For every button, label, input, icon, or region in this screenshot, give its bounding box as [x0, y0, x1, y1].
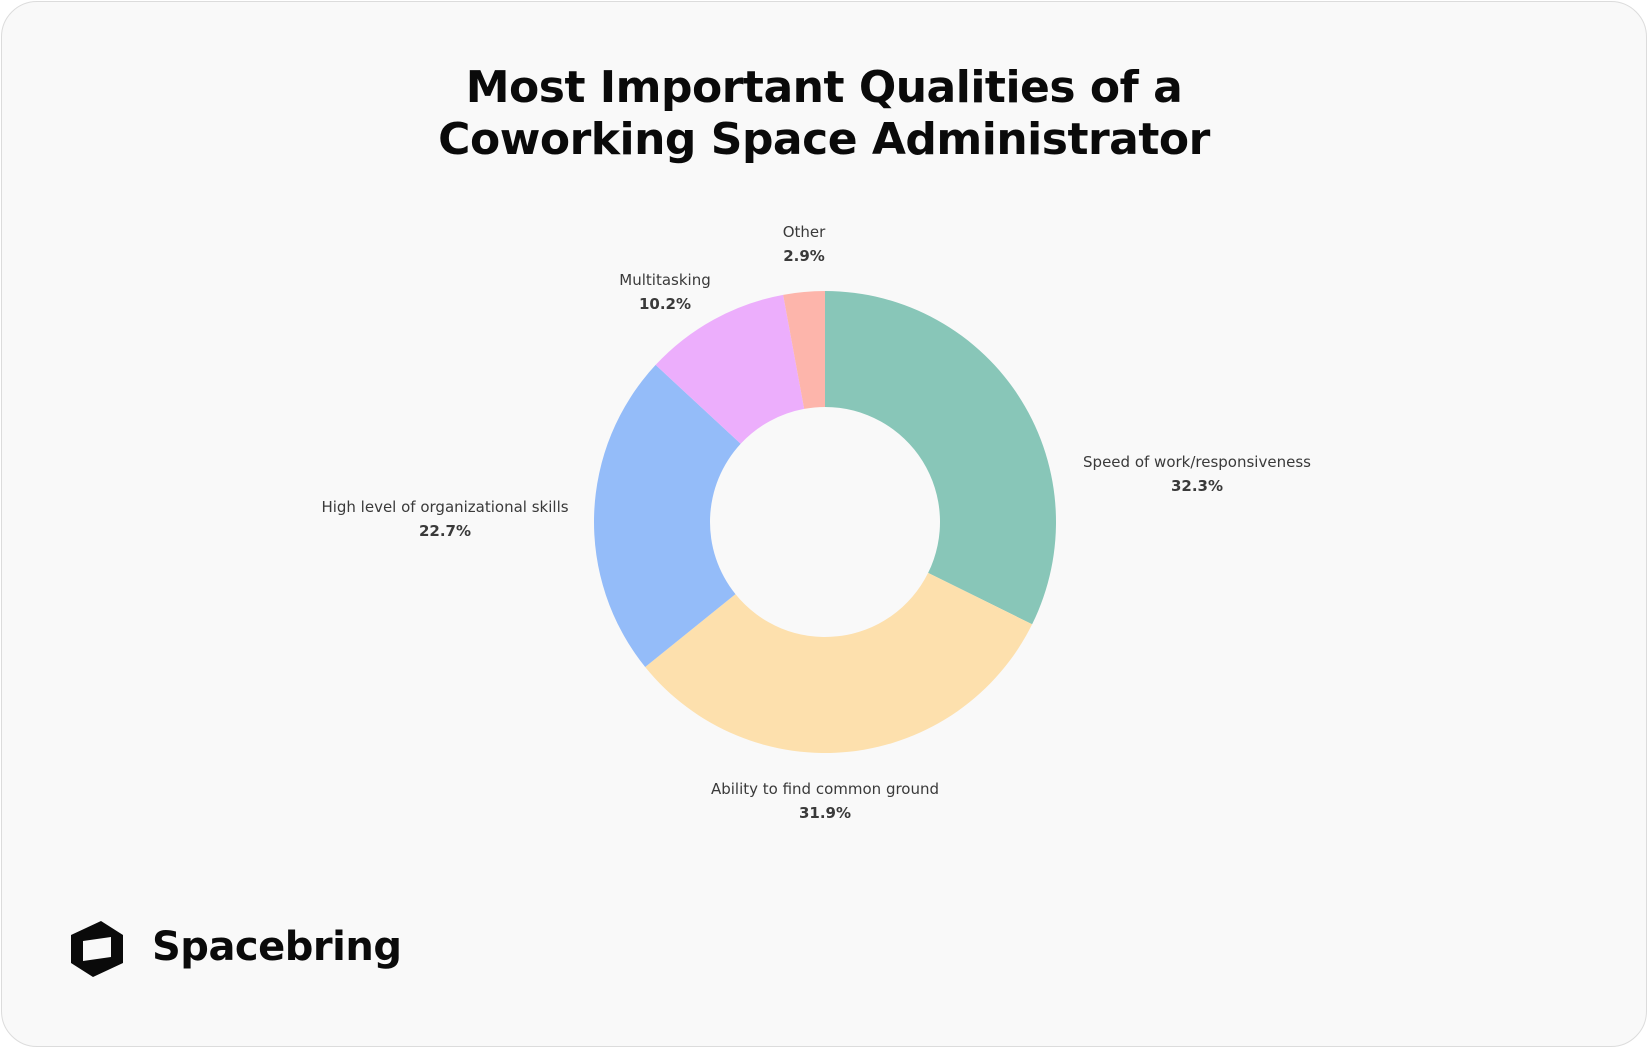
- slice-label-value: 2.9%: [783, 247, 825, 265]
- slice-label: Multitasking 10.2%: [619, 268, 710, 316]
- slice-label: Other 2.9%: [783, 220, 826, 268]
- slice-multitasking: [655, 294, 805, 444]
- title-line-1: Most Important Qualities of a: [465, 62, 1183, 113]
- slice-label-name: Other: [782, 223, 826, 241]
- slice-label-value: 31.9%: [798, 804, 852, 822]
- slice-label-name: Ability to find common ground: [710, 780, 940, 798]
- slice-speed-of-work-responsiveness: [825, 291, 1056, 625]
- slice-label: Speed of work/responsiveness 32.3%: [1083, 450, 1311, 498]
- slice-label-value: 22.7%: [418, 522, 472, 540]
- brand-name: Spacebring: [152, 924, 402, 970]
- slice-label-name: High level of organizational skills: [321, 498, 569, 516]
- chart-title: Most Important Qualities of a Coworking …: [0, 62, 1648, 166]
- slice-label: High level of organizational skills 22.7%: [321, 495, 568, 543]
- slice-label-name: Speed of work/responsiveness: [1083, 453, 1311, 471]
- title-line-2: Coworking Space Administrator: [438, 114, 1210, 165]
- slice-label-value: 32.3%: [1170, 477, 1224, 495]
- slice-high-level-of-organizational-skills: [594, 364, 741, 667]
- slice-ability-to-find-common-ground: [645, 572, 1033, 753]
- spacebring-logo-icon: [71, 921, 123, 977]
- slice-label-value: 10.2%: [638, 295, 692, 313]
- slice-other: [783, 291, 825, 409]
- slice-label-name: Multitasking: [619, 271, 711, 289]
- slice-label: Ability to find common ground 31.9%: [711, 777, 939, 825]
